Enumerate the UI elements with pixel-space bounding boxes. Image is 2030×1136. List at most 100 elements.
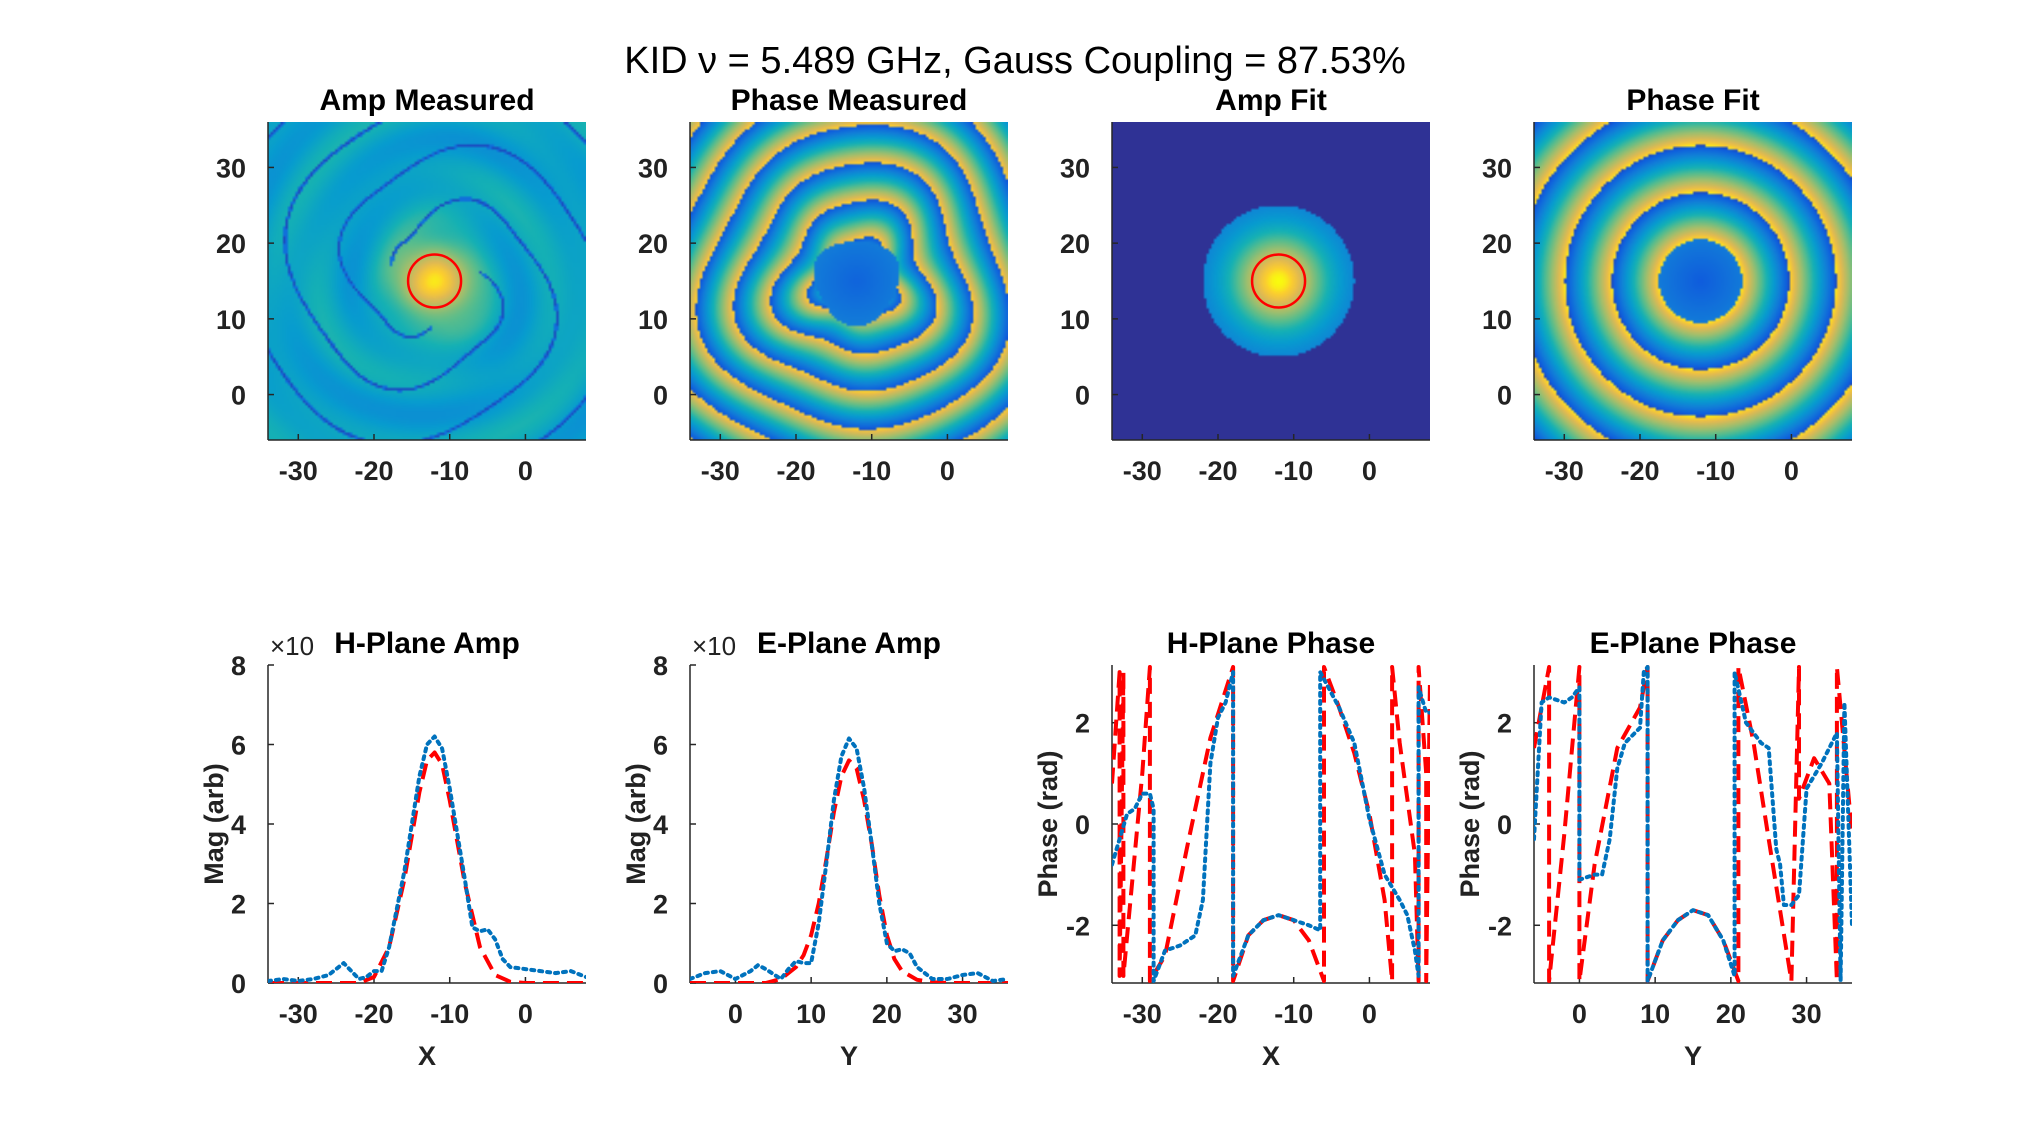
e-plane-phase-xtick-label: 0	[1572, 999, 1587, 1029]
e-plane-amp-title: E-Plane Amp	[757, 627, 941, 660]
h-plane-phase-ylabel: Phase (rad)	[1033, 750, 1063, 897]
e-plane-phase-ytick-label: 0	[1497, 810, 1512, 840]
phase-fit-panel: -30 -20 -10 0 0 10 20 30 Phase Fit	[1482, 84, 1852, 486]
h-plane-phase-ytick-label: -2	[1066, 911, 1090, 941]
amp-measured-xtick-label: 0	[518, 456, 533, 486]
amp-measured-ytick-label: 10	[216, 305, 246, 335]
h-plane-phase-xtick-label: -10	[1274, 999, 1313, 1029]
phase-fit-xtick-label: -30	[1545, 456, 1584, 486]
h-plane-amp-xlabel: X	[418, 1041, 436, 1071]
e-plane-amp-ytick-label: 8	[653, 651, 668, 681]
h-plane-amp-ytick-label: 6	[231, 731, 246, 761]
phase-fit-title: Phase Fit	[1626, 84, 1759, 117]
phase-fit-ytick-label: 30	[1482, 153, 1512, 183]
h-plane-phase-xlabel: X	[1262, 1041, 1280, 1071]
e-plane-amp-ylabel: Mag (arb)	[621, 763, 651, 885]
h-plane-amp-series-measured	[268, 734, 586, 983]
amp-fit-ytick-label: 20	[1060, 229, 1090, 259]
e-plane-amp-exponent-label: ×10	[692, 631, 736, 661]
e-plane-phase-ytick-label: 2	[1497, 709, 1512, 739]
amp-fit-ytick-label: 0	[1075, 381, 1090, 411]
e-plane-phase-panel: 0 10 20 30 -2 0 2 E-Plane Phase Y Phase (rad)	[1455, 627, 1852, 1071]
h-plane-phase-series-fit	[1112, 665, 1430, 983]
e-plane-amp-series-measured	[690, 736, 1008, 983]
e-plane-phase-series-measured	[1534, 665, 1852, 983]
e-plane-amp-ytick-label: 2	[653, 890, 668, 920]
amp-measured-panel: -30 -20 -10 0 0 10 20 30 Amp Measured	[216, 84, 586, 486]
e-plane-phase-ytick-label: -2	[1488, 911, 1512, 941]
e-plane-amp-xtick-label: 0	[728, 999, 743, 1029]
h-plane-amp-ytick-label: 2	[231, 890, 246, 920]
amp-measured-ytick-label: 0	[231, 381, 246, 411]
e-plane-amp-panel: 0 10 20 30 0 2 4 6 8 E-Plane Amp Y Mag (arb) ×10	[621, 627, 1008, 1071]
amp-measured-ytick-label: 20	[216, 229, 246, 259]
h-plane-amp-xtick-label: -10	[430, 999, 469, 1029]
h-plane-amp-title: H-Plane Amp	[334, 627, 520, 660]
phase-measured-xtick-label: -10	[852, 456, 891, 486]
e-plane-amp-ytick-label: 4	[653, 810, 668, 840]
amp-fit-panel: -30 -20 -10 0 0 10 20 30 Amp Fit	[1060, 84, 1430, 486]
phase-fit-xtick-label: -10	[1696, 456, 1735, 486]
amp-measured-title: Amp Measured	[319, 84, 534, 117]
phase-measured-ytick-label: 20	[638, 229, 668, 259]
h-plane-phase-title: H-Plane Phase	[1167, 627, 1375, 660]
amp-fit-xtick-label: -30	[1123, 456, 1162, 486]
h-plane-amp-xtick-label: 0	[518, 999, 533, 1029]
e-plane-amp-xtick-label: 10	[796, 999, 826, 1029]
h-plane-amp-ytick-label: 4	[231, 810, 246, 840]
h-plane-phase-ytick-label: 2	[1075, 709, 1090, 739]
phase-fit-xtick-label: -20	[1620, 456, 1659, 486]
phase-measured-ytick-label: 0	[653, 381, 668, 411]
phase-measured-title: Phase Measured	[731, 84, 968, 117]
amp-measured-xtick-label: -30	[279, 456, 318, 486]
phase-fit-ytick-label: 10	[1482, 305, 1512, 335]
amp-measured-xtick-label: -20	[354, 456, 393, 486]
phase-fit-ytick-label: 0	[1497, 381, 1512, 411]
e-plane-phase-xlabel: Y	[1684, 1041, 1702, 1071]
h-plane-amp-xtick-label: -30	[279, 999, 318, 1029]
phase-fit-xtick-label: 0	[1784, 456, 1799, 486]
e-plane-amp-xlabel: Y	[840, 1041, 858, 1071]
phase-measured-ytick-label: 10	[638, 305, 668, 335]
e-plane-amp-ytick-label: 6	[653, 731, 668, 761]
h-plane-amp-series-fit	[268, 750, 586, 983]
figure-title: KID ν = 5.489 GHz, Gauss Coupling = 87.5…	[624, 40, 1406, 82]
amp-measured-ytick-label: 30	[216, 153, 246, 183]
amp-fit-xtick-label: -20	[1198, 456, 1237, 486]
phase-measured-panel: -30 -20 -10 0 0 10 20 30 Phase Measured	[638, 84, 1008, 486]
amp-fit-title: Amp Fit	[1215, 84, 1327, 117]
e-plane-phase-ylabel: Phase (rad)	[1455, 750, 1485, 897]
phase-measured-xtick-label: 0	[940, 456, 955, 486]
phase-fit-heatmap-image	[1534, 122, 1852, 440]
phase-measured-ytick-label: 30	[638, 153, 668, 183]
amp-measured-beam-contour	[406, 253, 463, 309]
e-plane-amp-xtick-label: 20	[872, 999, 902, 1029]
e-plane-phase-xtick-label: 10	[1640, 999, 1670, 1029]
amp-fit-xtick-label: -10	[1274, 456, 1313, 486]
h-plane-amp-xtick-label: -20	[354, 999, 393, 1029]
amp-fit-heatmap-image	[1112, 122, 1430, 440]
h-plane-amp-exponent-label: ×10	[270, 631, 314, 661]
phase-measured-xtick-label: -30	[701, 456, 740, 486]
h-plane-amp-ylabel: Mag (arb)	[199, 763, 229, 885]
amp-fit-ytick-label: 10	[1060, 305, 1090, 335]
h-plane-amp-ytick-label: 0	[231, 969, 246, 999]
amp-fit-xtick-label: 0	[1362, 456, 1377, 486]
e-plane-phase-xtick-label: 20	[1716, 999, 1746, 1029]
phase-measured-heatmap-image	[690, 122, 1008, 440]
phase-measured-xtick-label: -20	[776, 456, 815, 486]
h-plane-amp-ytick-label: 8	[231, 651, 246, 681]
phase-fit-ytick-label: 20	[1482, 229, 1512, 259]
h-plane-phase-xtick-label: -20	[1198, 999, 1237, 1029]
h-plane-phase-xtick-label: -30	[1123, 999, 1162, 1029]
h-plane-phase-series-measured	[1112, 670, 1430, 983]
amp-fit-ytick-label: 30	[1060, 153, 1090, 183]
e-plane-amp-xtick-label: 30	[948, 999, 978, 1029]
h-plane-phase-ytick-label: 0	[1075, 810, 1090, 840]
h-plane-phase-xtick-label: 0	[1362, 999, 1377, 1029]
amp-fit-beam-contour	[1250, 253, 1307, 309]
amp-measured-xtick-label: -10	[430, 456, 469, 486]
h-plane-amp-panel: -30 -20 -10 0 0 2 4 6 8 H-Plane Amp X Mag (arb) ×10	[199, 627, 586, 1071]
